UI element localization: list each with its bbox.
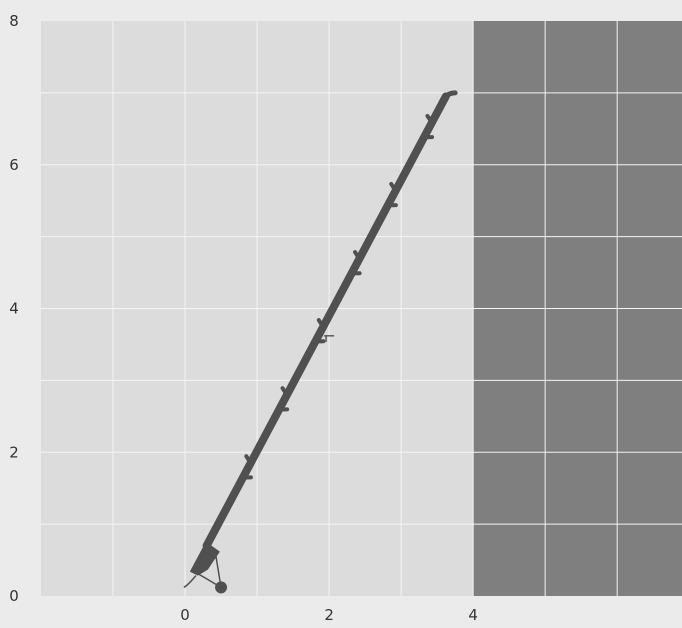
x-tick-label: 2: [324, 606, 334, 624]
y-tick-label: 4: [9, 300, 19, 318]
y-axis-labels: 0 2 4 6 8: [9, 12, 19, 605]
x-tick-label: 4: [468, 606, 478, 624]
x-tick-label: 0: [180, 606, 190, 624]
y-tick-label: 8: [9, 12, 19, 30]
y-tick-label: 6: [9, 156, 19, 174]
tool-knob: [215, 581, 227, 593]
y-tick-label: 0: [9, 587, 19, 605]
y-tick-label: 2: [9, 443, 19, 461]
x-axis-labels: 0 2 4: [180, 606, 478, 624]
